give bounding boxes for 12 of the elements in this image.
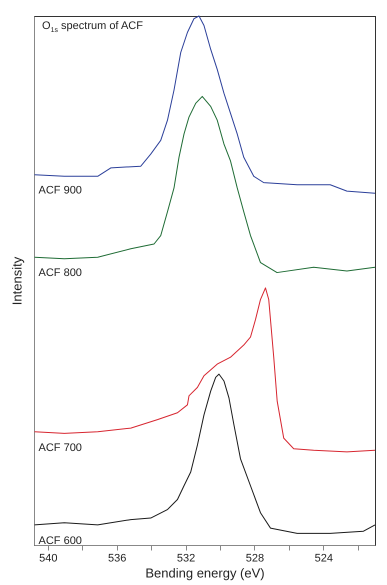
x-tick-label: 528 bbox=[246, 552, 264, 564]
x-axis-title: Bending energy (eV) bbox=[145, 566, 265, 580]
series-label: ACF 600 bbox=[38, 534, 82, 547]
y-axis-title: Intensity bbox=[10, 256, 24, 306]
x-tick-label: 536 bbox=[108, 552, 126, 564]
series-label: ACF 900 bbox=[38, 184, 82, 197]
text: O$_{1s}$ spectrum of ACF bbox=[42, 20, 143, 34]
series-label: ACF 700 bbox=[38, 442, 82, 454]
series-label: ACF 800 bbox=[38, 267, 82, 280]
x-tick-label: 524 bbox=[314, 552, 334, 564]
x-tick-label: 540 bbox=[39, 552, 58, 564]
x-tick-label: 532 bbox=[176, 552, 196, 564]
